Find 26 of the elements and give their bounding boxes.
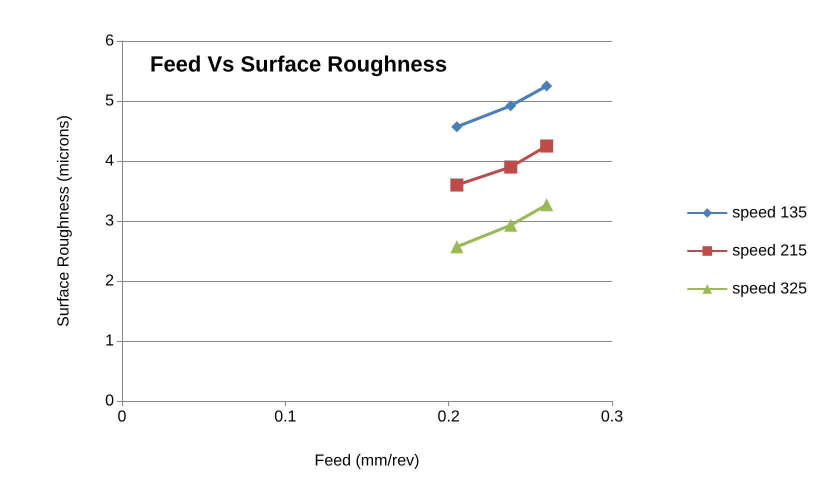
legend-label: speed 325 — [732, 280, 808, 298]
text: Feed Vs Surface Roughness — [150, 52, 448, 76]
point — [504, 218, 518, 232]
x-tick-label: 0.3 — [600, 408, 624, 426]
y-tick-label: 6 — [105, 32, 114, 50]
point — [505, 100, 516, 112]
point — [540, 140, 554, 152]
x-tick-label: 0 — [118, 408, 127, 426]
point — [451, 121, 462, 132]
y-tick-label: 4 — [105, 152, 114, 170]
x-tick-label: 0.2 — [438, 408, 460, 426]
legend-label: speed 135 — [732, 204, 808, 222]
x-tick-label: 0.1 — [274, 408, 297, 426]
point — [450, 178, 464, 192]
point — [540, 198, 554, 212]
y-tick-label: 3 — [105, 212, 114, 230]
y-axis-title: Surface Roughness (microns) — [56, 115, 72, 327]
point — [504, 160, 518, 174]
legend-label: speed 215 — [732, 242, 808, 260]
y-tick-label: 0 — [105, 392, 114, 410]
y-tick-label: 1 — [105, 332, 114, 350]
point — [541, 80, 552, 92]
x-axis-title: Feed (mm/rev) — [314, 452, 420, 470]
y-tick-label: 5 — [105, 92, 114, 110]
y-tick-label: 2 — [105, 272, 114, 290]
point — [450, 240, 464, 254]
